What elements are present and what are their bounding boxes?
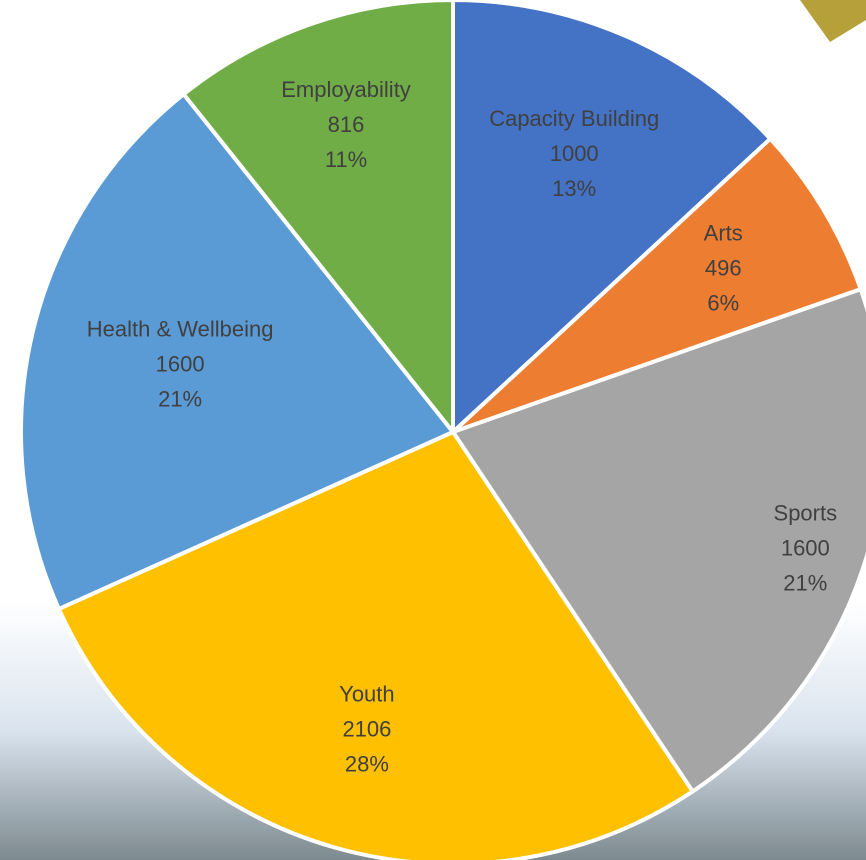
percent-label: 21% <box>783 571 827 596</box>
labels: Capacity Building 1000 13% Arts 496 6% Sports 1… <box>87 77 837 777</box>
percent-label: 21% <box>158 387 202 412</box>
decoration <box>800 0 866 42</box>
value-label: 1600 <box>781 536 830 561</box>
value-label: 1000 <box>550 141 599 166</box>
pie-slice <box>19 92 455 611</box>
percent-label: 13% <box>552 176 596 201</box>
pie-slice <box>181 0 455 434</box>
value-label: 496 <box>705 255 742 280</box>
value-label: 2106 <box>342 717 391 742</box>
percent-label: 11% <box>325 147 367 172</box>
pie-slice <box>451 0 773 434</box>
percent-label: 6% <box>707 290 739 315</box>
pie <box>19 0 866 860</box>
slice-label: Youth <box>339 682 394 707</box>
value-label: 816 <box>328 112 365 137</box>
pie-slice <box>451 136 863 434</box>
slice-label: Health & Wellbeing <box>87 317 274 342</box>
slice-label: Employability <box>281 77 411 102</box>
value-label: 1600 <box>156 352 205 377</box>
slice-label: Capacity Building <box>489 106 659 131</box>
slice-label: Sports <box>774 501 838 526</box>
slice-label: Arts <box>704 220 743 245</box>
pie-slice <box>451 287 866 794</box>
percent-label: 28% <box>345 752 389 777</box>
